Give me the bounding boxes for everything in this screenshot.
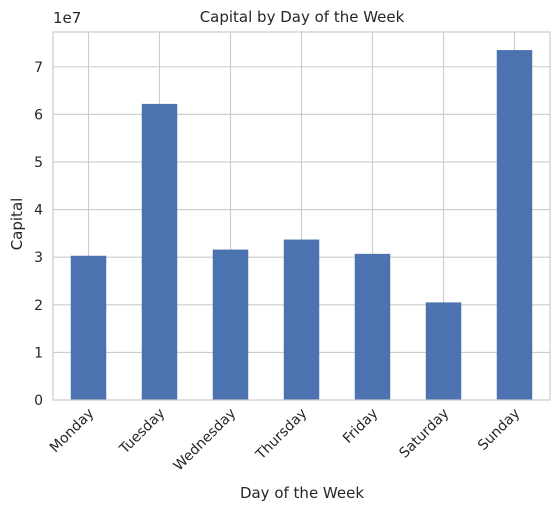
y-tick-label: 2 [34,298,43,314]
x-tick-label: Tuesday [116,406,168,458]
plot-frame [52,31,551,401]
bar-thursday [283,239,320,400]
x-tick-labels: Monday Tuesday Wednesday Thursday Friday Satu… [47,406,523,475]
chart-title: Capital by Day of the Week [200,8,405,26]
y-tick-label: 7 [34,60,43,76]
bar-wednesday [212,249,249,400]
x-axis-label: Day of the Week [240,484,364,502]
y-tick-label: 3 [34,250,43,266]
x-tick-label: Saturday [396,406,452,462]
x-tick-label: Thursday [252,406,310,464]
y-axis-label: Capital [8,198,26,251]
x-tick-label: Monday [47,406,97,456]
y-tick-label: 4 [34,203,43,219]
y-tick-label: 0 [34,393,43,409]
bar-tuesday [141,103,178,400]
x-tick-label: Friday [340,406,381,447]
y-tick-label: 5 [34,155,43,171]
bar-sunday [496,50,533,401]
bar-saturday [425,302,462,400]
y-tick-labels: 0 1 2 3 4 5 6 7 [34,60,43,409]
bars-layer [70,50,533,401]
y-offset-label: 1e7 [53,9,81,27]
y-tick-label: 1 [34,345,43,361]
x-tick-label: Sunday [475,406,523,454]
axes-border [52,31,551,401]
bar-monday [70,255,107,400]
bar-friday [354,253,391,400]
y-tick-label: 6 [34,107,43,123]
x-tick-label: Wednesday [171,406,240,475]
